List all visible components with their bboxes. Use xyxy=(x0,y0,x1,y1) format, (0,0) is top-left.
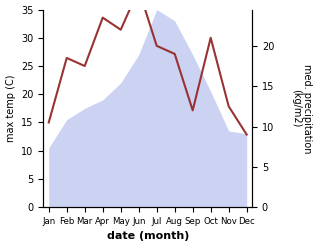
Y-axis label: max temp (C): max temp (C) xyxy=(5,75,16,142)
X-axis label: date (month): date (month) xyxy=(107,231,189,242)
Y-axis label: med. precipitation
(kg/m2): med. precipitation (kg/m2) xyxy=(291,64,313,153)
